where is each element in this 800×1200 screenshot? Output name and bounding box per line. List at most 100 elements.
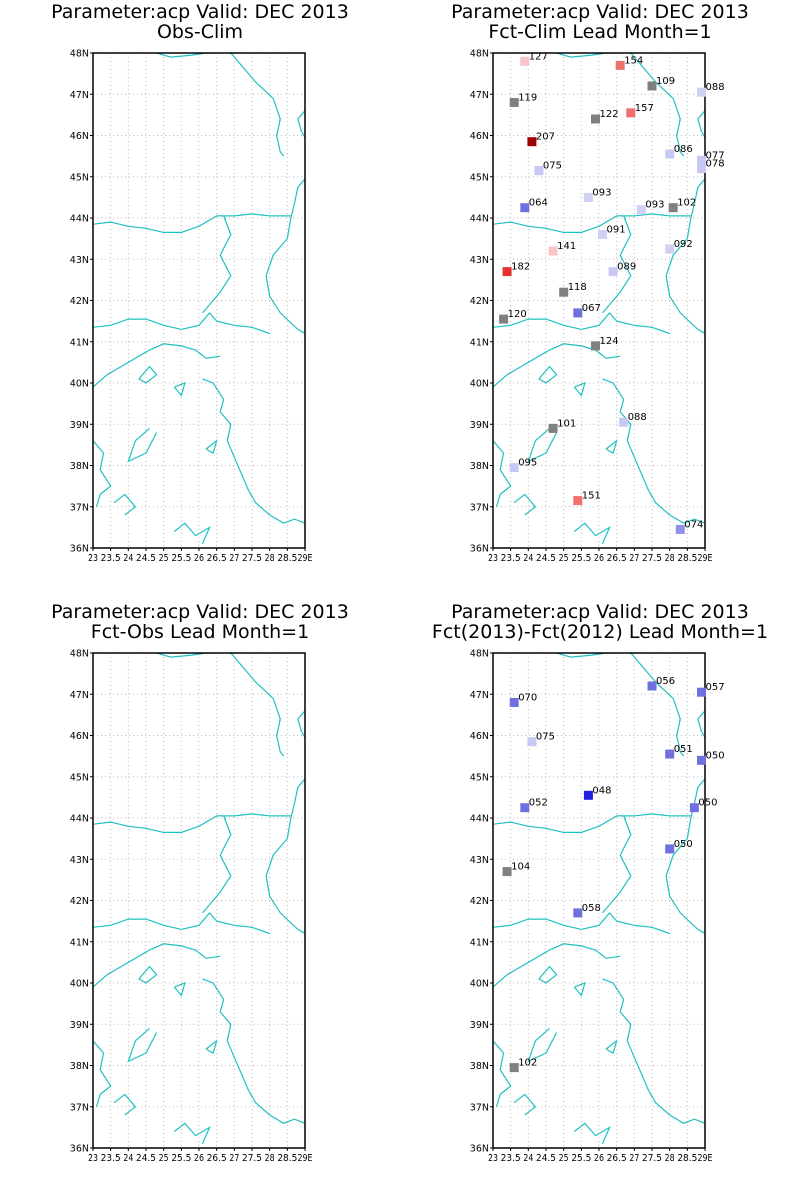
station-marker [509,463,519,473]
station-marker [559,287,569,297]
x-tick-label: 28 [265,1153,275,1164]
x-tick-label: 23 [488,553,498,564]
coastline-path [173,382,186,397]
station-marker [689,803,699,813]
coastline-path [205,1039,218,1055]
coastline-path [602,978,705,1124]
coastline-path [230,53,285,157]
y-tick-label: 43N [70,855,89,866]
station-value-label: 095 [518,458,537,469]
station-marker [534,166,544,176]
y-tick-label: 37N [70,502,89,513]
coastline-path [493,813,691,833]
x-tick-label: 26.5 [607,553,627,564]
station-marker [502,867,512,877]
station-value-label: 120 [508,309,527,320]
coastline-path [138,965,158,984]
coastlines [93,53,305,545]
y-tick-label: 41N [470,937,489,948]
x-tick-label: 24 [523,1153,533,1164]
station-marker [509,98,519,107]
station-value-label: 077 [706,150,725,161]
coastline-path [173,982,186,997]
station-marker [598,230,607,239]
y-tick-label: 38N [70,461,89,472]
x-tick-label: 29E [698,1153,713,1164]
y-tick-label: 36N [470,544,489,555]
coastline-path [93,911,270,935]
x-tick-label: 24 [123,553,133,564]
station-marker [665,149,675,159]
station-marker [509,698,519,707]
coastline-path [602,815,632,914]
coastlines [93,653,305,1145]
coastline-path [665,778,705,935]
station-value-label: 075 [536,732,555,743]
coastline-path [538,365,558,384]
x-tick-label: 28.5 [677,553,697,564]
station-value-label: 093 [592,187,611,198]
x-tick-label: 24.5 [536,1153,556,1164]
coastline-path [202,978,305,1124]
panel-title: Parameter:acp Valid: DEC 2013 [451,1,749,23]
y-tick-label: 45N [470,172,489,183]
y-tick-label: 44N [470,814,489,825]
x-tick-label: 23.5 [101,1153,121,1164]
station-value-label: 052 [529,798,548,809]
x-tick-label: 23.5 [101,553,121,564]
coastline-path [573,982,586,997]
y-tick-label: 39N [470,1020,489,1031]
station-value-label: 104 [511,862,530,873]
y-tick-label: 42N [470,296,489,307]
station-marker [499,314,509,324]
y-tick-label: 42N [70,896,89,907]
coastline-path [113,1093,137,1116]
y-tick-label: 39N [470,420,489,431]
coastline-path [127,427,158,463]
y-tick-label: 42N [470,896,489,907]
x-tick-label: 24 [123,1153,133,1164]
station-value-label: 092 [674,239,693,250]
coastline-path [173,522,211,545]
y-tick-label: 40N [470,379,489,390]
x-tick-label: 26 [594,1153,604,1164]
coastline-path [230,653,285,757]
y-tick-label: 37N [70,1102,89,1113]
coastline-path [156,653,221,658]
coastline-path [665,178,705,335]
y-tick-label: 41N [470,337,489,348]
coastline-path [202,378,305,524]
station-marker [527,137,537,147]
y-tick-label: 42N [70,296,89,307]
coastline-path [630,53,685,157]
panel-title: Parameter:acp Valid: DEC 2013 [451,601,749,623]
station-value-label: 091 [607,225,626,236]
station-value-label: 127 [529,51,548,62]
x-tick-label: 27 [229,1153,239,1164]
station-marker [520,803,530,813]
y-tick-label: 37N [470,1102,489,1113]
coastline-path [202,815,232,914]
station-marker [527,737,537,747]
station-value-label: 086 [674,144,693,155]
station-marker [697,164,706,173]
station-marker [573,496,583,506]
station-value-label: 109 [656,76,675,87]
station-marker [548,246,558,256]
x-tick-label: 27.5 [642,1153,662,1164]
station-value-label: 057 [706,682,725,693]
y-tick-label: 47N [70,690,89,701]
y-tick-label: 48N [70,49,89,60]
panel-subtitle: Obs-Clim [157,21,243,43]
y-tick-label: 36N [70,544,89,555]
station-value-label: 056 [656,676,675,687]
y-tick-label: 40N [470,979,489,990]
station-marker [626,108,636,118]
coastline-path [93,440,112,507]
station-value-label: 101 [557,418,576,429]
coastline-path [493,440,512,507]
station-value-label: 151 [582,491,601,502]
x-tick-label: 29E [698,553,713,564]
